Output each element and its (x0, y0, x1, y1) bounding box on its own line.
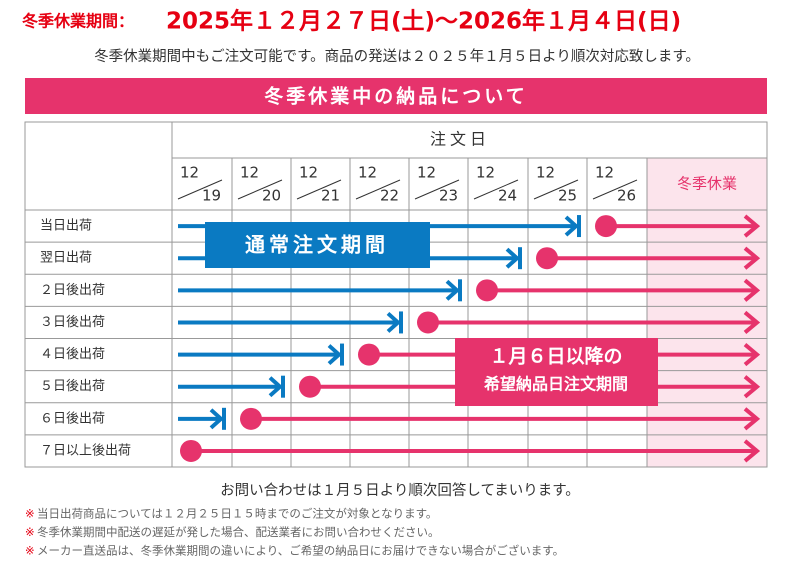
row-label: ３日後出荷 (40, 315, 105, 330)
pink-dot (180, 439, 202, 462)
date-month: 12 (358, 164, 377, 182)
note-mark: ※ (25, 525, 35, 539)
row-label: ４日後出荷 (40, 347, 105, 362)
blue-arrowhead (505, 247, 520, 269)
banner-text: 冬季休業中の納品について (264, 85, 527, 108)
date-day: 26 (617, 187, 636, 205)
date-month: 12 (476, 164, 495, 182)
blue-arrowhead (327, 344, 342, 366)
date-slash (533, 179, 579, 200)
date-slash (473, 179, 519, 200)
row-label: ２日後出荷 (40, 283, 105, 298)
date-month: 12 (417, 164, 436, 182)
row-label: 翌日出荷 (40, 251, 92, 266)
note-mark: ※ (25, 507, 35, 521)
pink-dot (476, 279, 498, 302)
pink-arrowhead (743, 375, 761, 399)
pink-dot (536, 247, 558, 270)
date-day: 19 (202, 187, 221, 205)
pink-dot (358, 343, 380, 366)
date-slash (355, 179, 401, 200)
date-day: 20 (262, 187, 281, 205)
date-slash (296, 179, 342, 200)
pink-dot (417, 311, 439, 334)
note: メーカー直送品は、冬季休業期間の違いにより、ご希望の納品日にお届けできない場合が… (37, 544, 564, 558)
blue-arrowhead (564, 215, 579, 237)
header-period: 2025年１２月２７日(土)～2026年１月４日(日) (166, 8, 681, 35)
date-slash (414, 179, 460, 200)
pink-arrowhead (743, 214, 761, 238)
blue-arrowhead (268, 376, 283, 398)
pink-dot (240, 407, 262, 430)
date-month: 12 (536, 164, 555, 182)
row-label: ７日以上後出荷 (40, 443, 131, 458)
row-label: 当日出荷 (40, 219, 92, 234)
note: 冬季休業期間中配送の遅延が発した場合、配送業者にお問い合わせください。 (37, 525, 440, 539)
blue-arrowhead (209, 408, 224, 430)
date-day: 24 (498, 187, 517, 205)
footer: お問い合わせは１月５日より順次回答してまいります。 (220, 482, 580, 499)
subtitle: 冬季休業期間中もご注文可能です。商品の発送は２０２５年１月５日より順次対応致しま… (94, 48, 700, 65)
normal-label: 通常注文期間 (245, 233, 389, 257)
header-label: 冬季休業期間： (22, 12, 134, 31)
date-month: 12 (240, 164, 259, 182)
date-month: 12 (595, 164, 614, 182)
pink-arrowhead (743, 343, 761, 367)
date-day: 25 (558, 187, 577, 205)
date-day: 23 (439, 187, 458, 205)
date-slash (237, 179, 283, 200)
row-label: ５日後出荷 (40, 379, 105, 394)
date-day: 22 (380, 187, 399, 205)
date-slash (592, 179, 638, 200)
pink-dot (299, 375, 321, 398)
holiday-label: 冬季休業 (677, 175, 737, 193)
pink-dot (595, 215, 617, 238)
later-box (455, 338, 658, 406)
normal-box (205, 222, 430, 268)
blue-arrowhead (445, 279, 460, 301)
note-mark: ※ (25, 544, 35, 558)
blue-arrowhead (386, 311, 401, 333)
date-month: 12 (299, 164, 318, 182)
note: 当日出荷商品については１２月２５日１５時までのご注文が対象となります。 (37, 507, 437, 521)
date-slash (177, 179, 223, 200)
pink-arrowhead (743, 407, 761, 431)
later-label: 希望納品日注文期間 (484, 375, 628, 394)
date-month: 12 (180, 164, 199, 182)
order-date: 注文日 (430, 130, 490, 149)
pink-arrowhead (743, 439, 761, 463)
pink-arrowhead (743, 310, 761, 334)
row-label: ６日後出荷 (40, 411, 105, 426)
pink-arrowhead (743, 246, 761, 270)
table-frame (24, 121, 768, 468)
later-label: １月６日以降の (489, 345, 622, 368)
date-day: 21 (321, 187, 340, 205)
pink-arrowhead (743, 278, 761, 302)
banner (25, 78, 767, 114)
